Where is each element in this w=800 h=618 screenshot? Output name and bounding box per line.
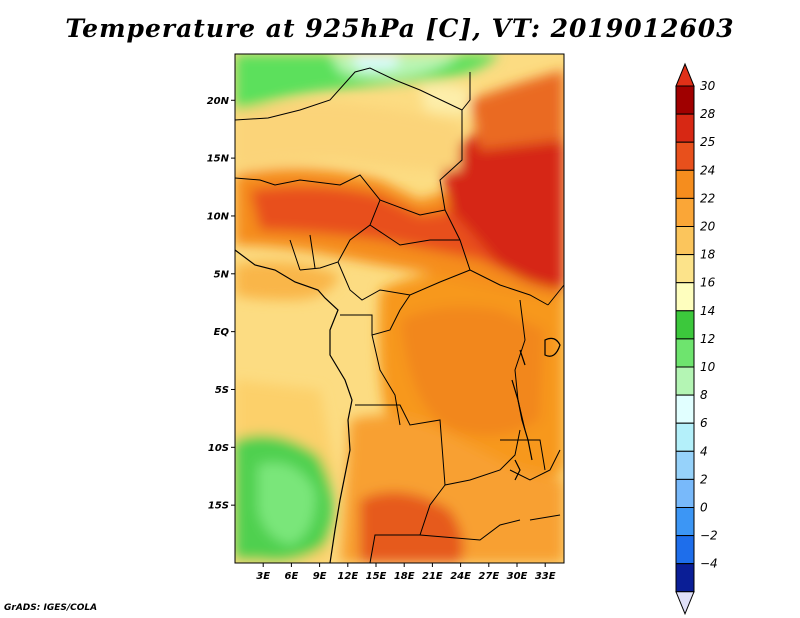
lat-tick-label: 15N (207, 154, 230, 165)
lon-tick-label: 3E (256, 571, 270, 582)
colorbar-bottom-swatch (675, 563, 695, 593)
colorbar-swatch (675, 450, 695, 480)
colorbar-label: 24 (700, 163, 715, 177)
colorbar-label: 12 (700, 332, 715, 346)
lon-tick-label: 9E (313, 571, 327, 582)
lat-tick-label: 5N (214, 269, 230, 280)
map-frame (234, 53, 565, 564)
colorbar-label: −2 (700, 529, 718, 543)
colorbar-swatch (675, 141, 695, 171)
colorbar-swatch (675, 338, 695, 368)
colorbar-swatch (675, 394, 695, 424)
colorbar-label: 6 (700, 416, 708, 430)
colorbar-swatch (675, 113, 695, 143)
colorbar-swatch (675, 422, 695, 452)
colorbar-swatch (675, 507, 695, 537)
map-title: Temperature at 925hPa [C], VT: 201901260… (65, 14, 735, 43)
colorbar-swatch (675, 169, 695, 199)
colorbar-label: 28 (700, 107, 716, 121)
region-gulf-coast-warm (235, 261, 340, 300)
region-egypt-hot (470, 70, 564, 150)
region-namibia-hot (360, 492, 464, 563)
lon-tick-label: 30E (507, 571, 528, 582)
colorbar-top-arrow (675, 62, 695, 87)
region-congo-deep (400, 306, 545, 436)
grads-credit: GrADS: IGES/COLA (4, 603, 98, 613)
colorbar-label: 16 (700, 276, 716, 290)
colorbar-swatch (675, 254, 695, 284)
colorbar-swatch (675, 197, 695, 227)
colorbar-label: 2 (700, 472, 708, 486)
colorbar-label: 0 (700, 501, 708, 515)
map-panel (234, 53, 565, 564)
lon-tick-label: 18E (394, 571, 415, 582)
lon-tick-label: 12E (337, 571, 358, 582)
lat-tick-label: 5S (215, 385, 229, 396)
colorbar-label: 8 (700, 388, 708, 402)
lakes (511, 337, 561, 481)
colorbar-swatch (675, 226, 695, 256)
colorbar-label: −4 (700, 557, 718, 571)
lat-tick-label: 15S (208, 501, 229, 512)
colorbar-label: 20 (700, 220, 716, 234)
latitude-axis: 20N 15N 10N 5N EQ 5S 10S 15S (207, 96, 235, 512)
colorbar-swatch (675, 310, 695, 340)
lat-tick-label: EQ (214, 327, 230, 338)
lat-tick-label: 10N (207, 211, 230, 222)
longitude-axis: 3E 6E 9E 12E 15E 18E 21E 24E 27E 30E 33E (256, 563, 556, 582)
colorbar-label: 4 (700, 444, 708, 458)
colorbar-label: 25 (700, 135, 715, 149)
colorbar-label: 14 (700, 304, 715, 318)
colorbar-swatch (675, 366, 695, 396)
colorbar-label: 10 (700, 360, 716, 374)
region-sahel-yellow (235, 101, 460, 170)
region-angola-ocean-light (258, 462, 316, 545)
country-borders (235, 67, 564, 563)
colorbar-bottom-arrow (675, 591, 695, 616)
lon-tick-label: 33E (535, 571, 556, 582)
colorbar-swatch (675, 535, 695, 565)
lat-tick-label: 20N (207, 96, 230, 107)
colorbar-swatch (675, 478, 695, 508)
lon-tick-label: 21E (422, 571, 443, 582)
colorbar-swatch (675, 282, 695, 312)
coastline (235, 249, 353, 563)
lat-tick-label: 10S (208, 443, 229, 454)
colorbar-label: 22 (700, 191, 715, 205)
lon-tick-label: 6E (285, 571, 299, 582)
lon-tick-label: 24E (450, 571, 471, 582)
colorbar-label: 18 (700, 248, 716, 262)
colorbar-label: 30 (700, 79, 716, 93)
region-sahara-cyan (350, 54, 400, 70)
colorbar-swatch (675, 85, 695, 115)
lon-tick-label: 15E (366, 571, 387, 582)
region-libya-yellow (420, 83, 470, 115)
lon-tick-label: 27E (478, 571, 499, 582)
